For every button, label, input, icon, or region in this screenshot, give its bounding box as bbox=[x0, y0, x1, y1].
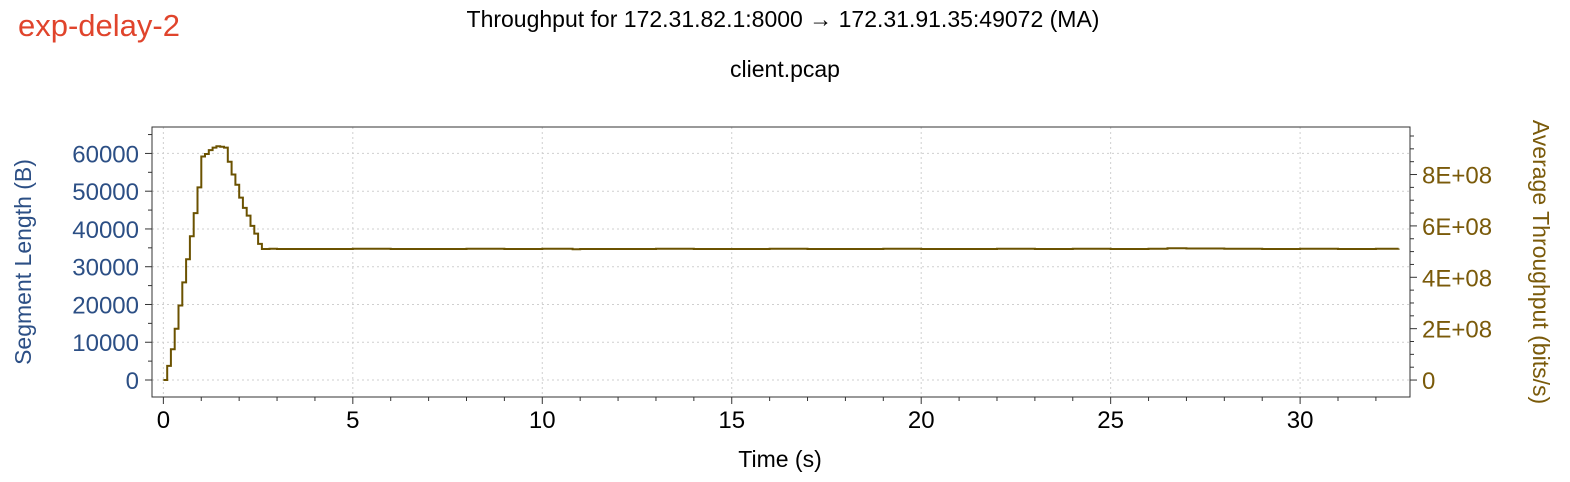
y-right-tick-label: 4E+08 bbox=[1422, 265, 1492, 292]
x-tick-label: 5 bbox=[346, 407, 359, 434]
y-left-tick-label: 30000 bbox=[72, 255, 139, 282]
x-tick-label: 0 bbox=[157, 407, 170, 434]
x-tick-label: 15 bbox=[718, 407, 745, 434]
y-axis-left-title: Segment Length (B) bbox=[10, 159, 36, 365]
y-right-tick-label: 2E+08 bbox=[1422, 317, 1492, 344]
ticks-layer: 0 5 10 15 20 25 30 0 10000 20000 30000 40000 50000 60… bbox=[72, 134, 1492, 434]
y-right-tick-label: 0 bbox=[1422, 368, 1435, 395]
x-axis-title: Time (s) bbox=[738, 446, 821, 472]
x-tick-label: 30 bbox=[1287, 407, 1314, 434]
y-left-tick-label: 0 bbox=[126, 368, 139, 395]
y-left-tick-label: 60000 bbox=[72, 141, 139, 168]
y-left-tick-label: 20000 bbox=[72, 292, 139, 319]
grid-layer bbox=[152, 127, 1410, 397]
experiment-tag: exp-delay-2 bbox=[18, 8, 180, 43]
chart-title: Throughput for 172.31.82.1:8000 → 172.31… bbox=[466, 6, 1100, 32]
x-tick-label: 10 bbox=[529, 407, 556, 434]
x-tick-label: 25 bbox=[1097, 407, 1124, 434]
x-tick-label: 20 bbox=[908, 407, 935, 434]
y-axis-right-title: Average Throughput (bits/s) bbox=[1528, 120, 1554, 404]
y-right-tick-label: 6E+08 bbox=[1422, 214, 1492, 241]
y-right-tick-label: 8E+08 bbox=[1422, 163, 1492, 190]
plot-area[interactable] bbox=[151, 126, 1411, 398]
y-left-tick-label: 40000 bbox=[72, 217, 139, 244]
y-left-tick-label: 10000 bbox=[72, 330, 139, 357]
chart-subtitle: client.pcap bbox=[730, 56, 840, 82]
y-left-tick-label: 50000 bbox=[72, 179, 139, 206]
throughput-series-line bbox=[163, 145, 1400, 381]
